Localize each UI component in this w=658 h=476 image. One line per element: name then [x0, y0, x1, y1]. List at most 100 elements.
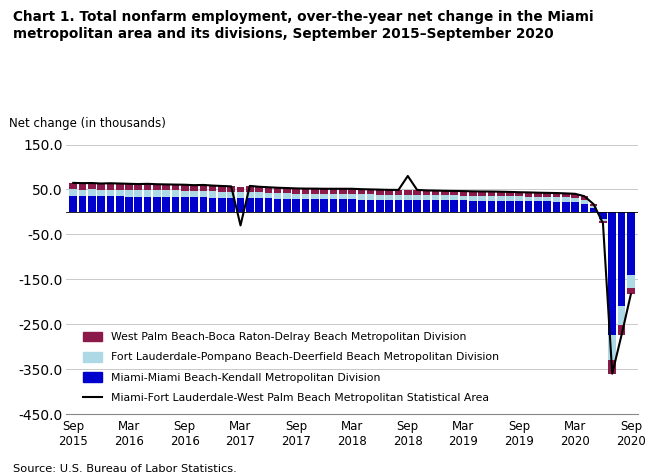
Bar: [70, 183, 77, 189]
Bar: [571, 202, 579, 212]
Bar: [627, 212, 634, 275]
Bar: [562, 193, 570, 198]
Bar: [228, 187, 235, 192]
Bar: [413, 190, 421, 195]
Bar: [97, 197, 105, 212]
Bar: [125, 190, 133, 197]
Bar: [534, 197, 542, 201]
Bar: [237, 198, 244, 212]
Bar: [469, 191, 476, 196]
Bar: [497, 192, 505, 196]
Bar: [181, 190, 189, 197]
Bar: [292, 188, 300, 194]
Bar: [143, 197, 151, 212]
Bar: [97, 190, 105, 197]
Bar: [488, 191, 495, 196]
Bar: [311, 188, 318, 194]
Bar: [339, 199, 347, 212]
Bar: [544, 197, 551, 201]
Bar: [515, 201, 523, 212]
Bar: [172, 197, 179, 212]
Bar: [478, 191, 486, 196]
Bar: [153, 190, 161, 197]
Bar: [134, 197, 142, 212]
Bar: [209, 186, 216, 191]
Bar: [395, 195, 402, 200]
Bar: [163, 184, 170, 190]
Bar: [88, 183, 95, 189]
Bar: [515, 192, 523, 197]
Bar: [386, 190, 393, 195]
Bar: [246, 198, 253, 212]
Bar: [627, 288, 634, 294]
Bar: [116, 190, 124, 197]
Bar: [199, 185, 207, 191]
Bar: [534, 201, 542, 212]
Bar: [79, 183, 86, 189]
Bar: [413, 200, 421, 212]
Bar: [590, 206, 597, 208]
Bar: [506, 201, 514, 212]
Bar: [497, 196, 505, 201]
Bar: [441, 200, 449, 212]
Bar: [422, 200, 430, 212]
Bar: [228, 198, 235, 212]
Bar: [432, 190, 440, 195]
Bar: [367, 189, 374, 194]
Bar: [292, 194, 300, 199]
Bar: [525, 201, 532, 212]
Bar: [422, 195, 430, 200]
Bar: [330, 199, 338, 212]
Bar: [609, 360, 616, 374]
Bar: [190, 198, 198, 212]
Bar: [553, 201, 561, 212]
Bar: [163, 190, 170, 197]
Bar: [283, 193, 291, 199]
Bar: [618, 212, 625, 306]
Bar: [562, 198, 570, 202]
Bar: [199, 191, 207, 197]
Bar: [544, 201, 551, 212]
Bar: [348, 194, 356, 199]
Bar: [627, 275, 634, 288]
Bar: [618, 325, 625, 335]
Bar: [534, 193, 542, 197]
Bar: [255, 187, 263, 192]
Bar: [441, 195, 449, 200]
Bar: [478, 196, 486, 201]
Bar: [107, 183, 114, 189]
Bar: [134, 190, 142, 197]
Bar: [302, 188, 309, 194]
Bar: [376, 195, 384, 200]
Bar: [525, 197, 532, 201]
Bar: [320, 194, 328, 199]
Bar: [339, 194, 347, 199]
Bar: [125, 197, 133, 212]
Bar: [246, 186, 253, 192]
Bar: [348, 199, 356, 212]
Bar: [451, 196, 458, 200]
Bar: [599, 218, 607, 221]
Bar: [116, 197, 124, 212]
Legend: West Palm Beach-Boca Raton-Delray Beach Metropolitan Division, Fort Lauderdale-P: West Palm Beach-Boca Raton-Delray Beach …: [83, 332, 499, 403]
Bar: [580, 204, 588, 212]
Bar: [553, 193, 561, 197]
Bar: [79, 196, 86, 212]
Bar: [571, 194, 579, 198]
Bar: [451, 200, 458, 212]
Bar: [478, 201, 486, 212]
Bar: [237, 192, 244, 198]
Bar: [246, 192, 253, 198]
Bar: [432, 195, 440, 200]
Bar: [432, 200, 440, 212]
Bar: [70, 189, 77, 196]
Bar: [163, 197, 170, 212]
Bar: [488, 201, 495, 212]
Bar: [172, 185, 179, 190]
Bar: [367, 194, 374, 199]
Bar: [460, 200, 467, 212]
Bar: [153, 184, 161, 190]
Bar: [107, 196, 114, 212]
Bar: [357, 194, 365, 199]
Bar: [125, 184, 133, 190]
